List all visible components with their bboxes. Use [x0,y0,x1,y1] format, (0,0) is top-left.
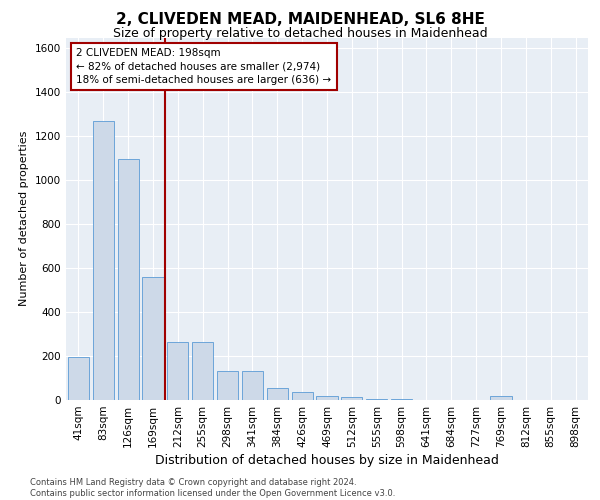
Bar [142,276,164,400]
Bar [118,159,139,400]
Text: 2 CLIVEDEN MEAD: 198sqm
← 82% of detached houses are smaller (2,974)
18% of semi: 2 CLIVEDEN MEAD: 198sqm ← 82% of detache… [76,48,332,85]
Bar [93,122,114,400]
Text: 2, CLIVEDEN MEAD, MAIDENHEAD, SL6 8HE: 2, CLIVEDEN MEAD, MAIDENHEAD, SL6 8HE [116,12,484,28]
Bar [68,356,89,400]
Bar [242,372,263,400]
Bar [391,399,412,400]
Bar [316,396,338,400]
Bar [167,342,188,400]
Text: Contains HM Land Registry data © Crown copyright and database right 2024.
Contai: Contains HM Land Registry data © Crown c… [30,478,395,498]
Y-axis label: Number of detached properties: Number of detached properties [19,131,29,306]
Bar [292,392,313,400]
Bar [217,372,238,400]
Bar [341,398,362,400]
X-axis label: Distribution of detached houses by size in Maidenhead: Distribution of detached houses by size … [155,454,499,467]
Bar [490,396,512,400]
Bar [192,342,213,400]
Bar [366,399,387,400]
Bar [267,388,288,400]
Text: Size of property relative to detached houses in Maidenhead: Size of property relative to detached ho… [113,28,487,40]
